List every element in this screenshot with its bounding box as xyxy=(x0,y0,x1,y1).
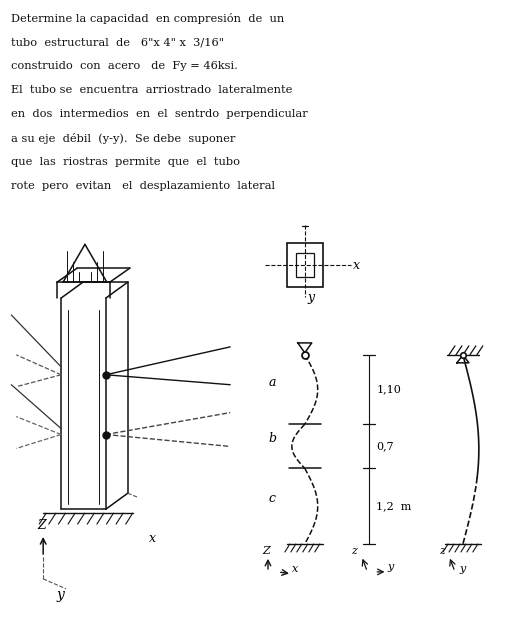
Text: a: a xyxy=(269,376,277,388)
Bar xyxy=(296,253,314,277)
Text: z: z xyxy=(351,546,357,556)
Text: x: x xyxy=(149,532,156,545)
Text: x: x xyxy=(292,564,298,574)
Text: x: x xyxy=(353,259,359,272)
Text: tubo  estructural  de   6"x 4" x  3/16": tubo estructural de 6"x 4" x 3/16" xyxy=(12,37,224,47)
Text: y: y xyxy=(308,291,315,304)
Text: en  dos  intermedios  en  el  sentrdo  perpendicular: en dos intermedios en el sentrdo perpend… xyxy=(12,109,308,119)
Text: 1,10: 1,10 xyxy=(377,385,401,394)
Text: Determine la capacidad  en compresión  de  un: Determine la capacidad en compresión de … xyxy=(12,13,285,24)
Text: rote  pero  evitan   el  desplazamiento  lateral: rote pero evitan el desplazamiento later… xyxy=(12,180,275,191)
Text: y: y xyxy=(388,562,394,572)
Text: Z: Z xyxy=(262,546,270,556)
Text: que  las  riostras  permite  que  el  tubo: que las riostras permite que el tubo xyxy=(12,157,241,166)
Bar xyxy=(287,243,323,287)
Text: 1,2  m: 1,2 m xyxy=(377,501,412,511)
Text: construido  con  acero   de  Fy = 46ksi.: construido con acero de Fy = 46ksi. xyxy=(12,61,238,71)
Text: a su eje  débil  (y-y).  Se debe  suponer: a su eje débil (y-y). Se debe suponer xyxy=(12,133,236,144)
Text: b: b xyxy=(269,432,277,445)
Text: y: y xyxy=(56,588,64,602)
Text: 0,7: 0,7 xyxy=(377,442,394,451)
Text: El  tubo se  encuentra  arriostrado  lateralmente: El tubo se encuentra arriostrado lateral… xyxy=(12,85,293,95)
Text: y: y xyxy=(459,564,465,574)
Text: Z: Z xyxy=(37,519,46,532)
Text: c: c xyxy=(269,492,276,505)
Text: z: z xyxy=(439,546,445,556)
